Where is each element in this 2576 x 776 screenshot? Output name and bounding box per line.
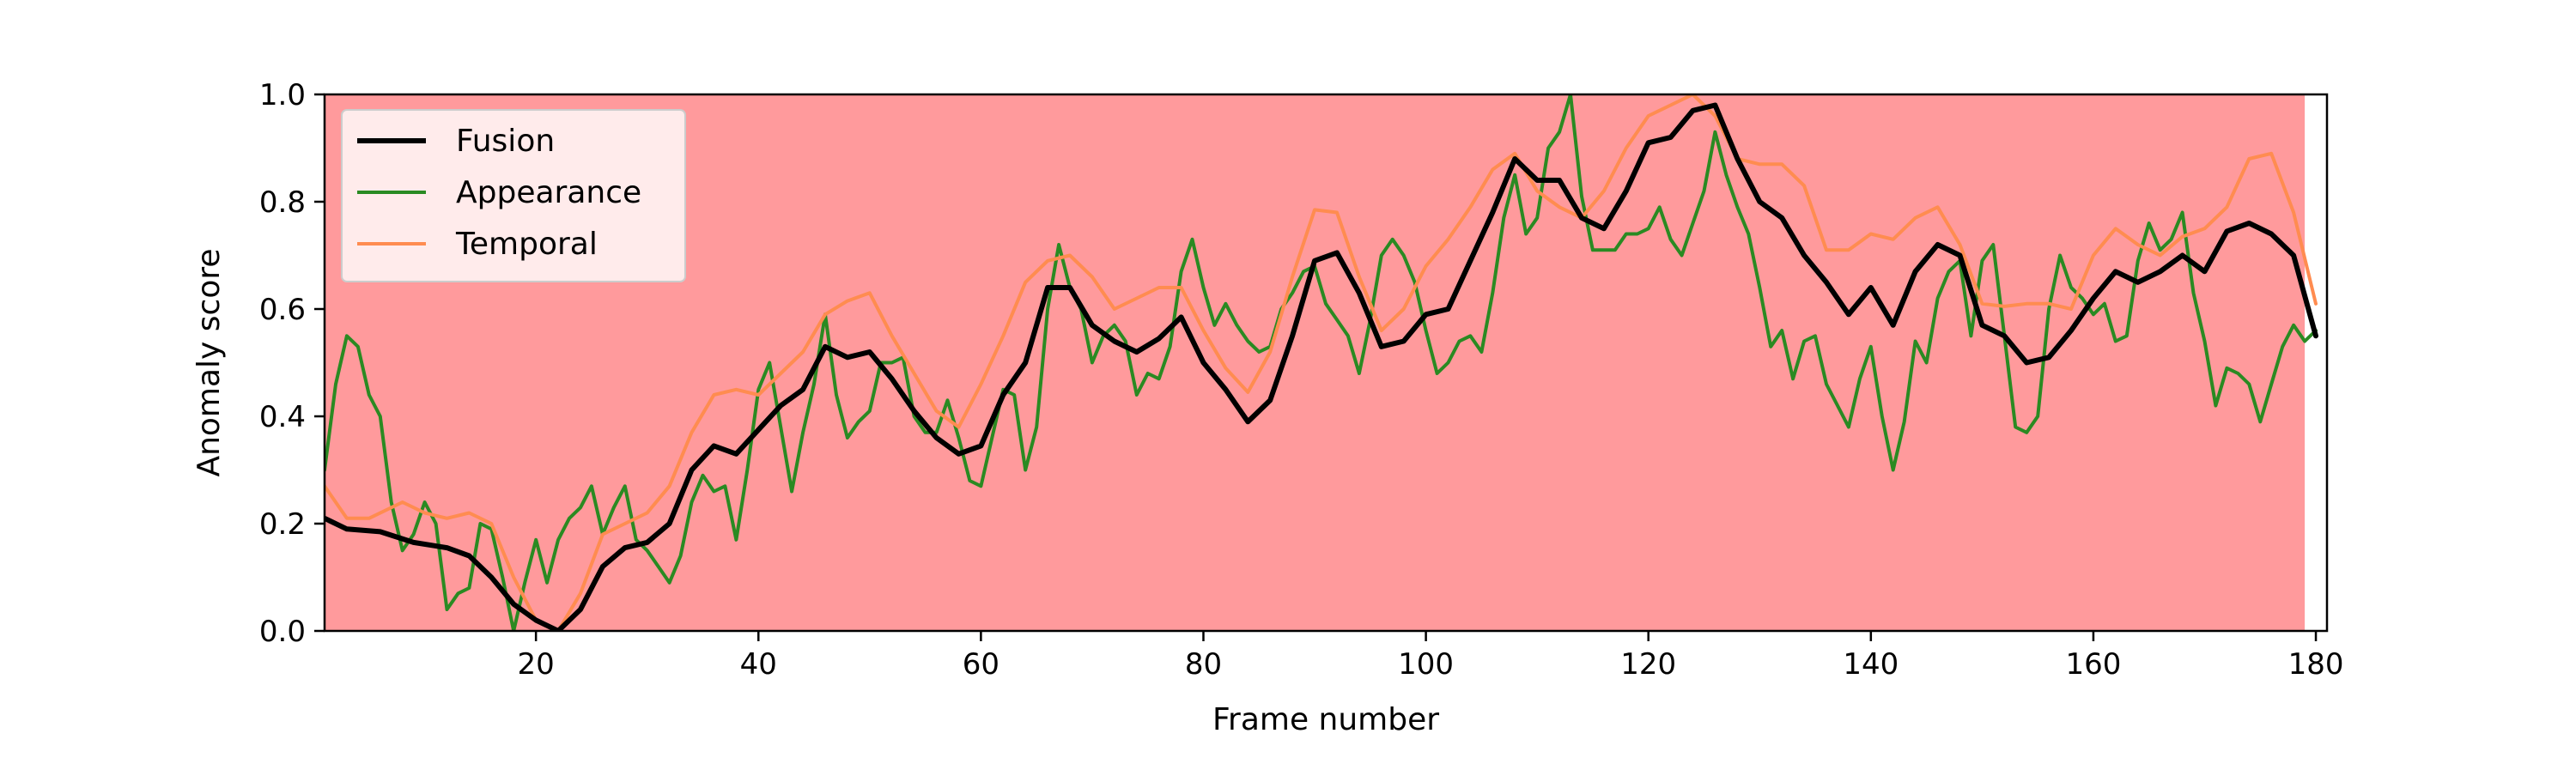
y-tick-label: 0.6 (259, 293, 306, 327)
x-tick-label: 80 (1185, 647, 1222, 682)
legend-label-appearance: Appearance (456, 175, 641, 210)
series-line-appearance (325, 94, 2318, 631)
y-tick-label: 0.8 (259, 185, 306, 220)
legend-label-fusion: Fusion (456, 124, 555, 159)
y-tick-label: 0.0 (259, 615, 306, 649)
x-tick-label: 180 (2288, 647, 2344, 682)
x-axis-label: Frame number (1212, 702, 1439, 737)
legend-box (341, 109, 686, 282)
series-line-fusion (325, 102, 2318, 631)
x-tick-label: 140 (1843, 647, 1899, 682)
x-tick-label: 160 (2065, 647, 2121, 682)
x-tick-label: 20 (518, 647, 555, 682)
legend-label-temporal: Temporal (455, 227, 598, 262)
y-tick-label: 0.2 (259, 507, 306, 542)
y-tick-label: 0.4 (259, 400, 306, 434)
x-tick-label: 100 (1398, 647, 1454, 682)
y-axis-label: Anomaly score (191, 248, 227, 476)
y-tick-label: 1.0 (259, 78, 306, 112)
x-tick-label: 60 (963, 647, 999, 682)
series-line-temporal (325, 94, 2318, 631)
x-tick-label: 120 (1620, 647, 1676, 682)
x-tick-label: 40 (740, 647, 777, 682)
plot-frame (323, 93, 2329, 633)
